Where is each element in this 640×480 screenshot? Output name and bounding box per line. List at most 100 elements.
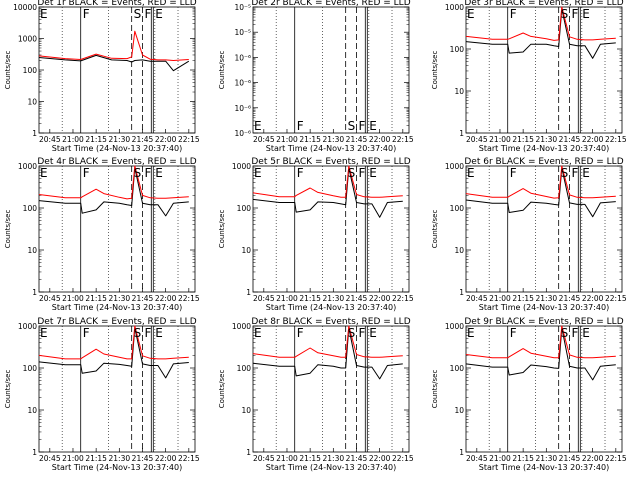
x-tick-label: 21:30: [536, 135, 558, 144]
marker-label-e: E: [40, 7, 48, 21]
x-tick-label: 21:00: [276, 135, 298, 144]
x-tick-label: 21:30: [536, 294, 558, 303]
panel-8: Det 8r BLACK = Events, RED = LLD 1 10 100 10…: [218, 317, 414, 472]
y-tick-label: 10: [241, 246, 251, 255]
x-tick-label: 22:00: [369, 294, 391, 303]
x-tick-label: 22:15: [178, 294, 200, 303]
x-tick-label: 21:45: [132, 294, 154, 303]
y-axis-label: Counts/sec: [431, 370, 439, 409]
marker-label-f: F: [144, 326, 151, 340]
marker-label-e: E: [582, 326, 590, 340]
events-series-line: [465, 8, 616, 59]
panel-title: Det 1r BLACK = Events, RED = LLD: [37, 0, 196, 8]
x-tick-label: 21:00: [276, 454, 298, 463]
y-tick-label: 10000: [13, 3, 37, 12]
marker-label-s: S: [134, 7, 142, 21]
panel-1: Det 1r BLACK = Events, RED = LLD 1 10 100 10…: [4, 0, 200, 153]
y-tick-label: 10: [454, 87, 464, 96]
x-tick-label: 21:15: [512, 294, 534, 303]
y-tick-label: 1000: [445, 3, 464, 12]
panel-4: Det 4r BLACK = Events, RED = LLD 1 10 100 10…: [4, 157, 200, 312]
x-tick-label: 22:00: [155, 294, 177, 303]
marker-label-e: E: [155, 7, 163, 21]
marker-label-e: E: [254, 166, 262, 180]
y-tick-label: 100: [23, 204, 38, 213]
plot-frame: [465, 325, 623, 453]
plot-frame: [465, 6, 623, 134]
x-tick-label: 22:15: [605, 135, 627, 144]
y-tick-label: 10: [241, 406, 251, 415]
panel-title: Det 6r BLACK = Events, RED = LLD: [464, 157, 623, 167]
lld-series-line: [465, 6, 616, 41]
marker-label-f: F: [358, 166, 365, 180]
y-tick-label: 1: [32, 448, 37, 457]
y-tick-label: 100: [450, 364, 465, 373]
marker-label-f: F: [510, 326, 517, 340]
y-axis-label: Counts/sec: [4, 210, 12, 249]
marker-label-s: S: [134, 326, 142, 340]
y-axis-label: Counts/sec: [4, 370, 12, 409]
x-tick-label: 20:45: [39, 454, 61, 463]
marker-label-e: E: [467, 326, 475, 340]
marker-label-s: S: [561, 326, 569, 340]
x-tick-label: 22:15: [392, 135, 414, 144]
x-tick-label: 21:15: [299, 454, 321, 463]
marker-label-f: F: [358, 119, 365, 133]
events-series-line: [252, 167, 403, 218]
x-tick-label: 21:15: [85, 454, 107, 463]
marker-label-f: F: [571, 7, 578, 21]
y-tick-label: 10: [27, 246, 37, 255]
x-tick-label: 21:15: [85, 294, 107, 303]
x-tick-label: 21:45: [559, 135, 581, 144]
marker-label-e: E: [582, 7, 590, 21]
lld-series-line: [38, 325, 189, 360]
events-series-line: [38, 167, 189, 217]
marker-label-f: F: [144, 7, 151, 21]
x-tick-label: 22:15: [605, 454, 627, 463]
y-axis-label: Counts/sec: [431, 51, 439, 90]
events-series-line: [252, 327, 403, 380]
y-tick-label: 1: [32, 129, 37, 138]
x-tick-label: 21:30: [323, 294, 345, 303]
marker-label-f: F: [510, 166, 517, 180]
marker-label-f: F: [144, 166, 151, 180]
lld-series-line: [38, 165, 189, 200]
marker-label-e: E: [40, 166, 48, 180]
marker-label-e: E: [369, 326, 377, 340]
events-series-line: [465, 327, 616, 381]
y-axis-label: Counts/sec: [4, 51, 12, 90]
x-tick-label: 21:00: [489, 294, 511, 303]
x-axis-label: Start Time (24-Nov-13 20:37:40): [52, 144, 182, 153]
lld-series-line: [38, 30, 189, 61]
marker-label-s: S: [348, 119, 356, 133]
y-tick-label: 10⁻⁵: [234, 28, 251, 37]
y-axis-label: Counts/sec: [431, 210, 439, 249]
x-tick-label: 20:45: [253, 294, 275, 303]
x-tick-label: 22:15: [178, 454, 200, 463]
y-tick-label: 10⁻⁵: [234, 3, 251, 12]
marker-label-e: E: [254, 119, 262, 133]
x-tick-label: 21:45: [559, 294, 581, 303]
x-axis-label: Start Time (24-Nov-13 20:37:40): [266, 144, 396, 153]
marker-label-f: F: [297, 166, 304, 180]
x-axis-label: Start Time (24-Nov-13 20:37:40): [266, 303, 396, 312]
x-tick-label: 21:30: [109, 454, 131, 463]
marker-label-f: F: [510, 7, 517, 21]
y-tick-label: 1000: [18, 162, 37, 171]
x-tick-label: 22:00: [582, 135, 604, 144]
events-series-line: [38, 54, 190, 72]
marker-label-f: F: [358, 326, 365, 340]
panel-9: Det 9r BLACK = Events, RED = LLD 1 10 100 10…: [431, 317, 627, 472]
panel-2: Det 2r BLACK = Events, RED = LLD 10⁻⁶ 10⁻⁶…: [218, 0, 414, 153]
marker-label-s: S: [561, 7, 569, 21]
y-tick-label: 100: [23, 66, 38, 75]
x-tick-label: 22:00: [369, 454, 391, 463]
marker-label-s: S: [348, 326, 356, 340]
x-tick-label: 21:15: [512, 454, 534, 463]
x-tick-label: 21:45: [132, 454, 154, 463]
x-tick-label: 21:00: [489, 454, 511, 463]
x-tick-label: 20:45: [466, 294, 488, 303]
y-tick-label: 1000: [18, 35, 37, 44]
panel-title: Det 5r BLACK = Events, RED = LLD: [251, 157, 410, 167]
